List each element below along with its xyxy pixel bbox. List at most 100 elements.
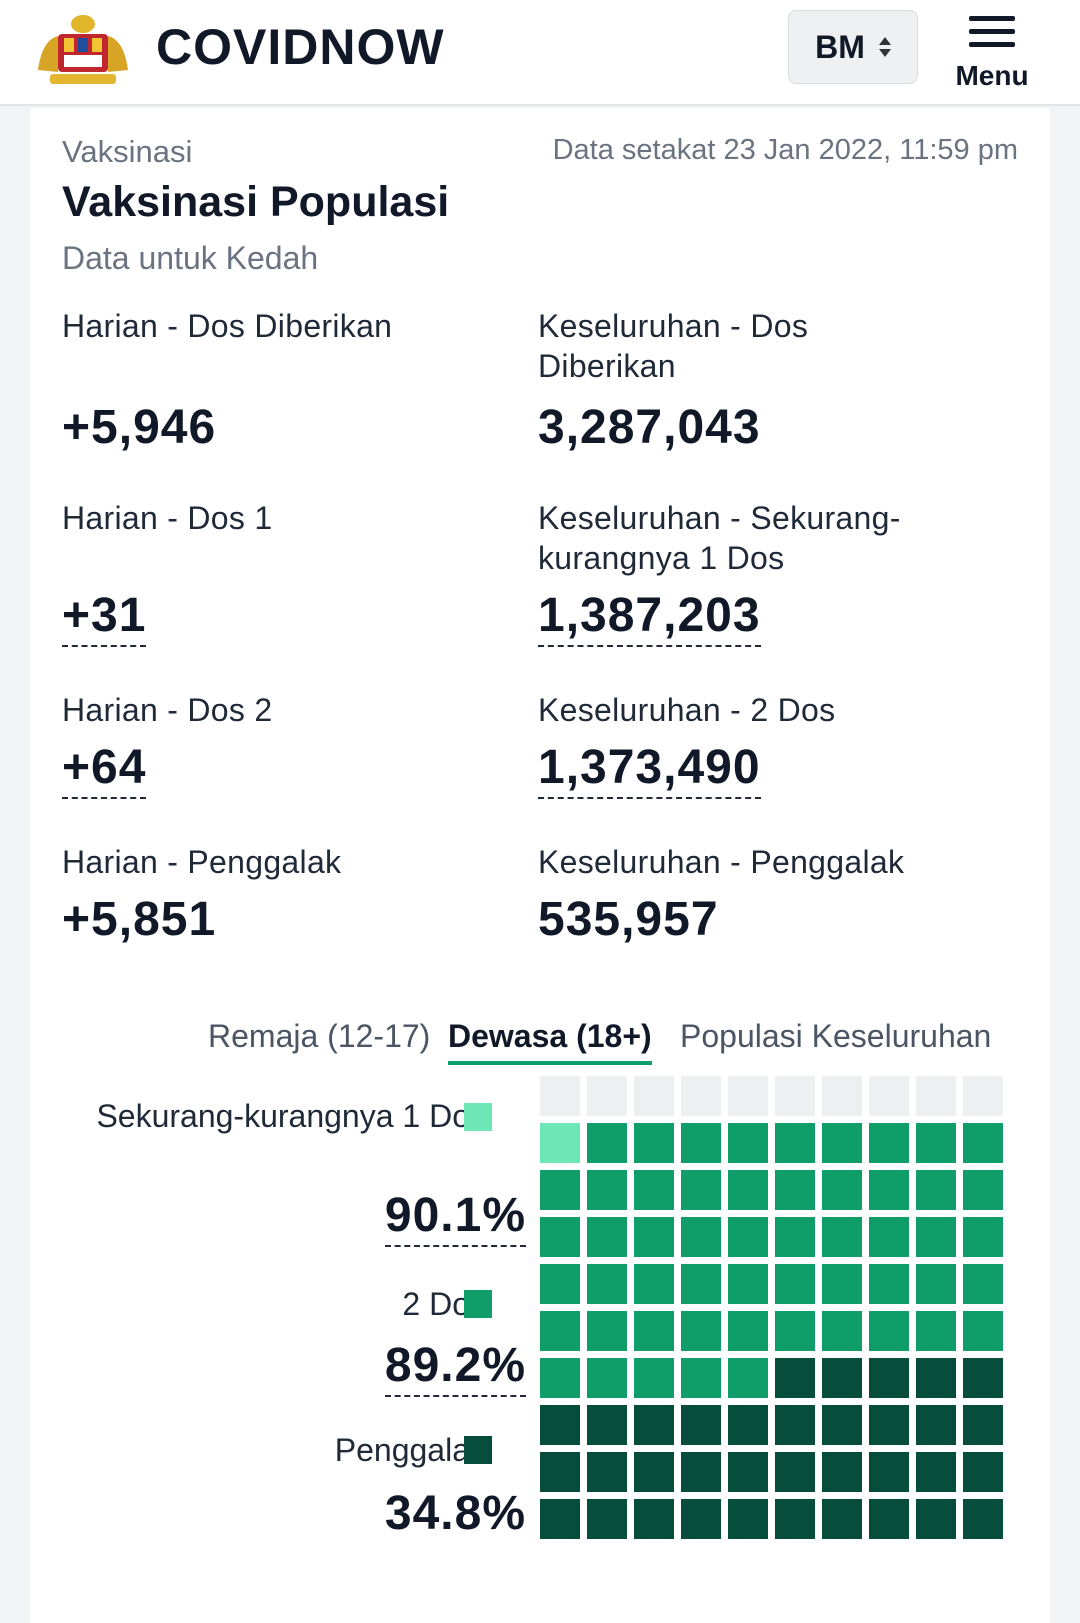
waffle-cell-dose2 (775, 1170, 815, 1210)
stat-value-total-dose1[interactable]: 1,387,203 (538, 588, 761, 647)
waffle-cell-booster (634, 1405, 674, 1445)
waffle-cell-dose2 (634, 1311, 674, 1351)
app-brand-title[interactable]: COVIDNOW (156, 19, 445, 75)
waffle-cell-dose2 (728, 1358, 768, 1398)
legend-label-dose1: Sekurang-kurangnya 1 Dos (96, 1098, 486, 1134)
menu-button[interactable]: Menu (942, 12, 1042, 92)
menu-label: Menu (955, 60, 1029, 91)
waffle-cell-booster (963, 1358, 1003, 1398)
vaccination-card: Vaksinasi Data setakat 23 Jan 2022, 11:5… (30, 108, 1050, 1623)
section-label: Vaksinasi (62, 134, 193, 169)
stat-label-total-doses: Keseluruhan - Dos Diberikan (538, 308, 809, 384)
waffle-cell-booster (587, 1499, 627, 1539)
waffle-cell-booster (869, 1358, 909, 1398)
waffle-cell-dose2 (540, 1311, 580, 1351)
vaccination-waffle-chart (540, 1076, 1010, 1556)
waffle-cell-dose2 (587, 1170, 627, 1210)
waffle-cell-dose2 (822, 1264, 862, 1304)
waffle-cell-dose2 (775, 1123, 815, 1163)
waffle-cell-booster (916, 1452, 956, 1492)
legend-label-dose2: 2 Dos (402, 1286, 486, 1322)
tab-dewasa[interactable]: Dewasa (18+) (448, 1018, 652, 1065)
waffle-cell-booster (728, 1499, 768, 1539)
waffle-cell-booster (963, 1499, 1003, 1539)
stat-value-daily-dose2[interactable]: +64 (62, 740, 147, 799)
stat-label-daily-booster: Harian - Penggalak (62, 844, 342, 880)
language-selector[interactable]: BM (788, 10, 918, 84)
waffle-cell-booster (540, 1499, 580, 1539)
waffle-cell-booster (775, 1499, 815, 1539)
waffle-cell-dose2 (634, 1264, 674, 1304)
waffle-cell-empty (869, 1076, 909, 1116)
waffle-cell-dose2 (728, 1123, 768, 1163)
waffle-cell-booster (540, 1452, 580, 1492)
waffle-cell-dose2 (869, 1311, 909, 1351)
malaysia-coat-of-arms-logo[interactable] (28, 10, 138, 90)
waffle-cell-booster (728, 1405, 768, 1445)
waffle-cell-dose2 (916, 1123, 956, 1163)
waffle-cell-booster (916, 1499, 956, 1539)
stat-value-daily-dose1[interactable]: +31 (62, 588, 147, 647)
tab-populasi-keseluruhan[interactable]: Populasi Keseluruhan (680, 1018, 992, 1054)
stat-label-daily-dose2: Harian - Dos 2 (62, 692, 273, 728)
stat-value-total-dose2[interactable]: 1,373,490 (538, 740, 761, 799)
age-group-tabs: Remaja (12-17) Dewasa (18+) Populasi Kes… (30, 1018, 1050, 1078)
waffle-cell-booster (728, 1452, 768, 1492)
hamburger-icon (969, 16, 1015, 48)
waffle-cell-dose2 (728, 1170, 768, 1210)
waffle-cell-booster (822, 1405, 862, 1445)
waffle-cell-dose2 (775, 1264, 815, 1304)
waffle-cell-booster (775, 1452, 815, 1492)
waffle-cell-dose2 (587, 1358, 627, 1398)
waffle-cell-dose2 (681, 1311, 721, 1351)
waffle-cell-dose2 (869, 1217, 909, 1257)
waffle-cell-booster (540, 1405, 580, 1445)
tab-remaja[interactable]: Remaja (12-17) (208, 1018, 431, 1054)
waffle-cell-dose2 (634, 1217, 674, 1257)
percent-dose1[interactable]: 90.1% (384, 1188, 526, 1247)
top-navigation-bar: COVIDNOW BM Menu (0, 0, 1080, 106)
waffle-cell-empty (634, 1076, 674, 1116)
waffle-cell-dose2 (587, 1264, 627, 1304)
legend-swatch-dose1 (464, 1103, 492, 1131)
waffle-cell-dose2 (963, 1311, 1003, 1351)
waffle-cell-dose2 (634, 1123, 674, 1163)
waffle-cell-empty (775, 1076, 815, 1116)
waffle-cell-dose2 (587, 1217, 627, 1257)
waffle-cell-dose2 (963, 1170, 1003, 1210)
stat-value-total-doses: 3,287,043 (538, 401, 761, 454)
waffle-cell-booster (822, 1358, 862, 1398)
waffle-cell-dose2 (869, 1170, 909, 1210)
waffle-cell-empty (587, 1076, 627, 1116)
waffle-cell-booster (775, 1405, 815, 1445)
waffle-cell-dose2 (634, 1358, 674, 1398)
waffle-cell-dose2 (540, 1264, 580, 1304)
waffle-cell-dose2 (540, 1358, 580, 1398)
waffle-cell-empty (963, 1076, 1003, 1116)
page-subtitle: Data untuk Kedah (62, 240, 319, 276)
legend-swatch-dose2 (464, 1290, 492, 1318)
percent-dose2[interactable]: 89.2% (384, 1338, 526, 1397)
waffle-cell-dose2 (869, 1123, 909, 1163)
waffle-cell-dose2 (822, 1311, 862, 1351)
percent-booster: 34.8% (384, 1487, 526, 1540)
waffle-cell-dose2 (540, 1170, 580, 1210)
waffle-cell-booster (587, 1405, 627, 1445)
legend-label-booster: Penggalak (334, 1432, 486, 1468)
waffle-cell-dose2 (587, 1123, 627, 1163)
waffle-cell-dose2 (681, 1123, 721, 1163)
waffle-cell-booster (822, 1452, 862, 1492)
data-updated-timestamp: Data setakat 23 Jan 2022, 11:59 pm (552, 134, 1018, 166)
waffle-cell-dose2 (916, 1217, 956, 1257)
language-value: BM (815, 28, 865, 65)
waffle-cell-booster (822, 1499, 862, 1539)
waffle-cell-empty (540, 1076, 580, 1116)
waffle-cell-booster (587, 1452, 627, 1492)
waffle-cell-dose2 (540, 1217, 580, 1257)
waffle-cell-dose2 (963, 1264, 1003, 1304)
waffle-cell-dose2 (916, 1170, 956, 1210)
waffle-cell-dose2 (963, 1123, 1003, 1163)
waffle-cell-dose2 (963, 1217, 1003, 1257)
waffle-cell-booster (963, 1452, 1003, 1492)
waffle-cell-dose2 (728, 1217, 768, 1257)
